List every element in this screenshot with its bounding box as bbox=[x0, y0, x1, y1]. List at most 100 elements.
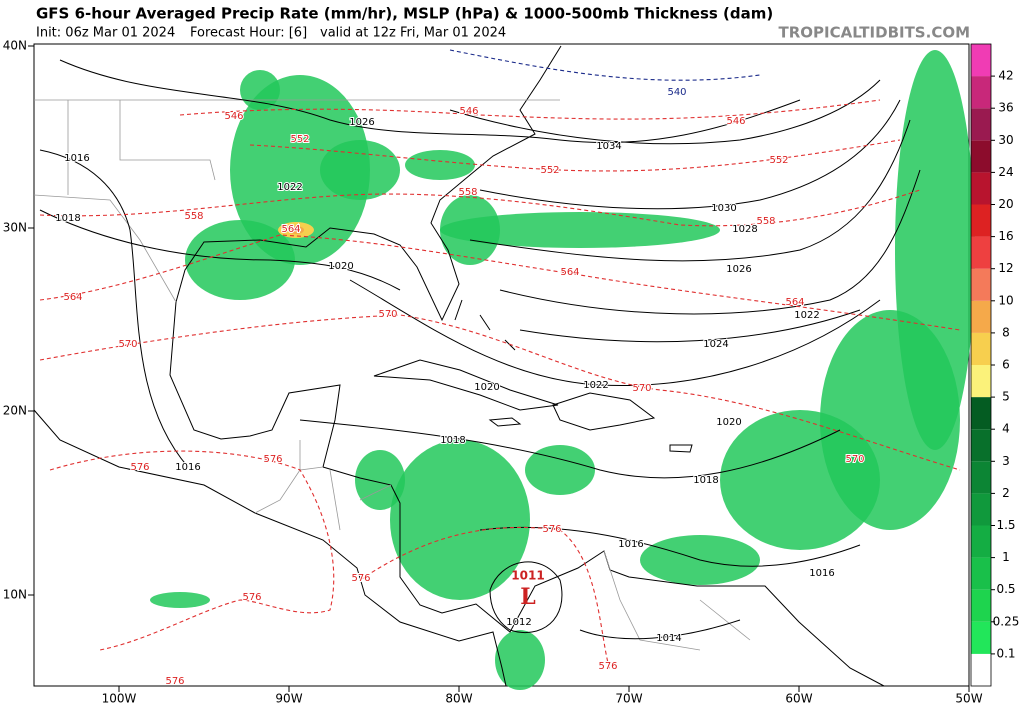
lon-label: 100W bbox=[102, 692, 137, 706]
colorbar-segment bbox=[971, 525, 991, 558]
isobar-label: 1022 bbox=[277, 182, 302, 193]
thickness-label: 552 bbox=[290, 134, 309, 145]
isobar-label: 1020 bbox=[716, 417, 741, 428]
isobars bbox=[39, 59, 921, 640]
isobars-shape bbox=[39, 149, 189, 468]
isobar-label: 1016 bbox=[175, 462, 200, 473]
low-pressure-symbol: L bbox=[520, 584, 535, 610]
isobars-shape bbox=[39, 209, 401, 291]
title: GFS 6-hour Averaged Precip Rate (mm/hr),… bbox=[36, 5, 773, 23]
colorbar-segment bbox=[971, 589, 991, 622]
colorbar-segment bbox=[971, 268, 991, 301]
thickness-label: 564 bbox=[785, 297, 804, 308]
isobars-shape bbox=[349, 279, 881, 387]
isobar-label: 1020 bbox=[474, 382, 499, 393]
thickness-label: 570 bbox=[632, 383, 651, 394]
colorbar-segment bbox=[971, 653, 991, 686]
thickness-label: 558 bbox=[756, 216, 775, 227]
borders-shape bbox=[34, 99, 560, 195]
isobars-shape bbox=[479, 526, 861, 567]
colorbar-segment bbox=[971, 557, 991, 590]
lat-label: 20N bbox=[3, 404, 27, 418]
thickness-contours bbox=[39, 49, 961, 671]
precip-areas-shape bbox=[495, 630, 545, 690]
precip-areas-shape bbox=[240, 70, 280, 110]
isobars-shape bbox=[449, 79, 881, 145]
colorbar-label: 0.5 bbox=[996, 582, 1015, 596]
precip-areas-shape bbox=[230, 75, 370, 265]
thickness-label: 576 bbox=[242, 592, 261, 603]
coastlines bbox=[33, 45, 885, 687]
thickness-label: 546 bbox=[459, 106, 478, 117]
isobar-label: 1016 bbox=[618, 539, 643, 550]
isobar-label: 1018 bbox=[693, 475, 718, 486]
precip-areas-shape bbox=[355, 450, 405, 510]
isobar-label: 1022 bbox=[794, 310, 819, 321]
colorbar-label: 5 bbox=[1002, 390, 1010, 404]
thickness-label: 576 bbox=[598, 661, 617, 672]
colorbar-segment bbox=[971, 365, 991, 398]
thickness-label: 564 bbox=[281, 224, 300, 235]
thickness-label: 564 bbox=[63, 292, 82, 303]
thickness-contours-shape bbox=[39, 189, 921, 227]
coastlines-shape bbox=[669, 444, 693, 453]
colorbar-segment bbox=[971, 397, 991, 430]
colorbar-segment bbox=[971, 332, 991, 365]
thickness-contours-shape bbox=[49, 450, 611, 671]
lon-label: 70W bbox=[615, 692, 642, 706]
map-frame bbox=[33, 43, 970, 687]
coastlines-shape bbox=[169, 301, 885, 687]
low-pressure-value: 1011 bbox=[511, 569, 544, 583]
colorbar-segment bbox=[971, 172, 991, 205]
isobar-label: 1016 bbox=[809, 568, 834, 579]
colorbar-label: 2 bbox=[1002, 486, 1010, 500]
colorbar-label: 3 bbox=[1002, 454, 1010, 468]
precip-areas-shape bbox=[288, 226, 304, 234]
thickness-label: 576 bbox=[542, 524, 561, 535]
precip-areas-shape bbox=[720, 410, 880, 550]
thickness-label: 540 bbox=[667, 87, 686, 98]
colorbar-segment bbox=[971, 300, 991, 333]
isobars-shape bbox=[59, 59, 801, 144]
thickness-label: 552 bbox=[769, 155, 788, 166]
colorbar-label: 6 bbox=[1002, 358, 1010, 372]
isobar-label: 1026 bbox=[349, 117, 374, 128]
isobars-shape bbox=[489, 561, 563, 634]
precip-areas-shape bbox=[405, 150, 475, 180]
colorbar-label: 30 bbox=[998, 133, 1013, 147]
thickness-label: 576 bbox=[165, 676, 184, 687]
thickness-label: 558 bbox=[458, 187, 477, 198]
thickness-label: 564 bbox=[560, 267, 579, 278]
thickness-label: 546 bbox=[726, 116, 745, 127]
colorbar-segment bbox=[971, 429, 991, 462]
colorbar-label: 42 bbox=[998, 69, 1013, 83]
thickness-label: 570 bbox=[378, 309, 397, 320]
coastlines-shape bbox=[373, 359, 559, 411]
precip-areas bbox=[150, 50, 975, 690]
colorbar-segment bbox=[971, 236, 991, 269]
thickness-label: 558 bbox=[184, 211, 203, 222]
precip-areas-shape bbox=[525, 445, 595, 495]
lon-label: 80W bbox=[445, 692, 472, 706]
isobar-label: 1020 bbox=[328, 261, 353, 272]
lat-label: 30N bbox=[3, 221, 27, 235]
colorbar-label: 12 bbox=[998, 261, 1013, 275]
colorbar-segment bbox=[971, 493, 991, 526]
lon-label: 60W bbox=[785, 692, 812, 706]
isobar-label: 1024 bbox=[703, 339, 728, 350]
colorbar-segment bbox=[971, 204, 991, 237]
lon-label: 90W bbox=[275, 692, 302, 706]
colorbar-segment bbox=[971, 461, 991, 494]
map-area: 1026 1016 1034 1022 1018 1030 1028 1020 1026 1022… bbox=[33, 43, 975, 690]
precip-areas-shape bbox=[390, 440, 530, 600]
thickness-label: 552 bbox=[540, 165, 559, 176]
colorbar: 0.1 0.25 0.5 1 1.5 2 3 4 5 6 8 10 12 16 20 24 30 36 42 bbox=[970, 43, 1019, 687]
isobar-label: 1012 bbox=[506, 617, 531, 628]
borders-shape bbox=[33, 194, 177, 303]
coastlines-shape bbox=[552, 392, 656, 431]
colorbar-label: 1.5 bbox=[996, 518, 1015, 532]
colorbar-segment bbox=[971, 108, 991, 141]
colorbar-segment bbox=[971, 44, 991, 77]
precip-areas-shape bbox=[185, 220, 295, 300]
